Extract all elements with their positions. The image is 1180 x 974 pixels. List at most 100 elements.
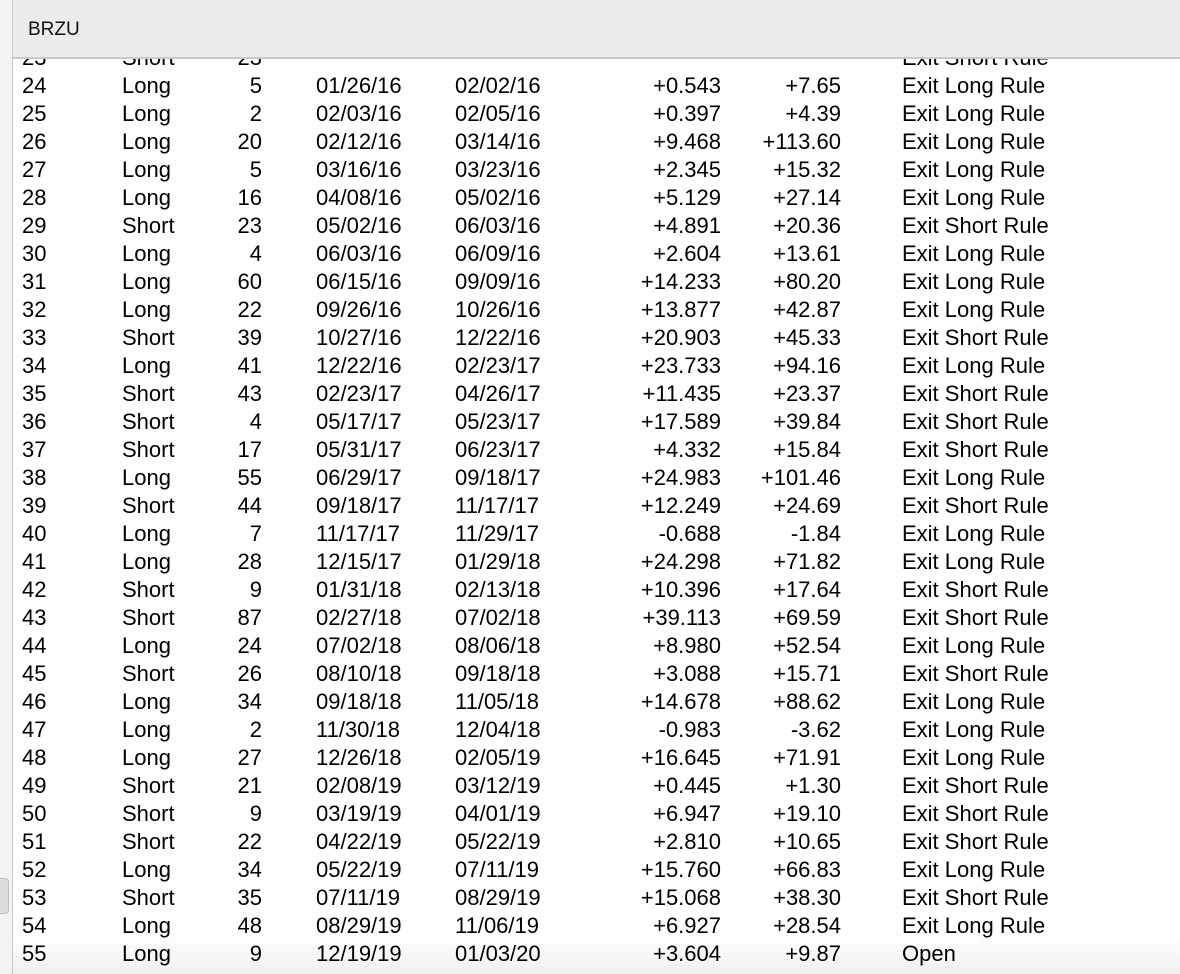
position-type-cell: Long <box>122 717 171 742</box>
entry-date-cell: 05/31/17 <box>316 437 402 462</box>
exit-reason-cell: Exit Short Rule <box>902 381 1049 406</box>
bars-held-cell: 55 <box>237 465 262 490</box>
profit-percent-cell: +24.69 <box>773 493 841 518</box>
table-row[interactable]: 49 Short 21 02/08/19 03/12/19 +0.445 +1.30 Exit… <box>13 772 1180 800</box>
entry-date-cell: 09/18/18 <box>316 689 402 714</box>
exit-date-cell: 05/22/19 <box>455 829 541 854</box>
trade-number-cell: 25 <box>22 101 47 126</box>
bars-held-cell: 4 <box>249 409 262 434</box>
panel-resize-handle[interactable] <box>0 878 9 914</box>
table-row[interactable]: 43 Short 87 02/27/18 07/02/18 +39.113 +69.59 Ex… <box>13 604 1180 632</box>
trade-number-cell: 27 <box>22 157 47 182</box>
trade-number-cell: 49 <box>22 773 47 798</box>
profit-percent-cell: +27.14 <box>773 185 841 210</box>
position-type-cell: Long <box>122 73 171 98</box>
entry-date-cell: 03/16/16 <box>316 157 402 182</box>
profit-cell: +16.645 <box>640 745 721 770</box>
entry-date-cell: 01/26/16 <box>316 73 402 98</box>
entry-date-cell: 07/02/18 <box>316 633 402 658</box>
table-row[interactable]: 51 Short 22 04/22/19 05/22/19 +2.810 +10.65 Exi… <box>13 828 1180 856</box>
trade-number-cell: 44 <box>22 633 47 658</box>
table-row[interactable]: 34 Long 41 12/22/16 02/23/17 +23.733 +94.16 Exi… <box>13 352 1180 380</box>
table-row[interactable]: 32 Long 22 09/26/16 10/26/16 +13.877 +42.87 Exi… <box>13 296 1180 324</box>
profit-cell: +14.678 <box>640 689 721 714</box>
profit-cell: +3.604 <box>653 941 721 966</box>
profit-cell: +6.947 <box>653 801 721 826</box>
position-type-cell: Long <box>122 129 171 154</box>
bars-held-cell: 43 <box>237 381 262 406</box>
table-row[interactable]: 47 Long 2 11/30/18 12/04/18 -0.983 -3.62 Exit L… <box>13 716 1180 744</box>
table-row[interactable]: 33 Short 39 10/27/16 12/22/16 +20.903 +45.33 Ex… <box>13 324 1180 352</box>
exit-date-cell: 11/06/19 <box>455 913 540 938</box>
exit-date-cell: 07/11/19 <box>455 857 540 882</box>
profit-percent-cell: +101.46 <box>760 465 841 490</box>
table-row[interactable]: 41 Long 28 12/15/17 01/29/18 +24.298 +71.82 Exi… <box>13 548 1180 576</box>
trade-number-cell: 46 <box>22 689 47 714</box>
table-row[interactable]: 25 Long 2 02/03/16 02/05/16 +0.397 +4.39 Exit L… <box>13 100 1180 128</box>
exit-reason-cell: Exit Long Rule <box>902 745 1046 770</box>
profit-percent-cell: +71.82 <box>773 549 841 574</box>
table-row[interactable]: 55 Long 9 12/19/19 01/03/20 +3.604 +9.87 Open <box>13 940 1180 968</box>
table-row[interactable]: 42 Short 9 01/31/18 02/13/18 +10.396 +17.64 Exi… <box>13 576 1180 604</box>
table-row[interactable]: 40 Long 7 11/17/17 11/29/17 -0.688 -1.84 Exit L… <box>13 520 1180 548</box>
table-row[interactable]: 37 Short 17 05/31/17 06/23/17 +4.332 +15.84 Exi… <box>13 436 1180 464</box>
table-row[interactable]: 35 Short 43 02/23/17 04/26/17 +11.435 +23.37 Ex… <box>13 380 1180 408</box>
exit-reason-cell: Exit Long Rule <box>902 521 1046 546</box>
profit-cell: +14.233 <box>640 269 721 294</box>
position-type-cell: Short <box>122 381 175 406</box>
exit-date-cell: 08/06/18 <box>455 633 541 658</box>
table-row[interactable]: 29 Short 23 05/02/16 06/03/16 +4.891 +20.36 Exi… <box>13 212 1180 240</box>
table-row[interactable]: 28 Long 16 04/08/16 05/02/16 +5.129 +27.14 Exit… <box>13 184 1180 212</box>
table-row[interactable]: 46 Long 34 09/18/18 11/05/18 +14.678 +88.62 Exi… <box>13 688 1180 716</box>
table-row[interactable]: 48 Long 27 12/26/18 02/05/19 +16.645 +71.91 Exi… <box>13 744 1180 772</box>
trade-number-cell: 41 <box>22 549 47 574</box>
exit-reason-cell: Exit Long Rule <box>902 185 1046 210</box>
table-row[interactable]: 38 Long 55 06/29/17 09/18/17 +24.983 +101.46 Ex… <box>13 464 1180 492</box>
table-row[interactable]: 27 Long 5 03/16/16 03/23/16 +2.345 +15.32 Exit … <box>13 156 1180 184</box>
bars-held-cell: 39 <box>237 325 262 350</box>
profit-percent-cell: +66.83 <box>773 857 841 882</box>
trade-number-cell: 51 <box>22 829 47 854</box>
profit-cell: +0.445 <box>653 773 721 798</box>
table-row[interactable]: 36 Short 4 05/17/17 05/23/17 +17.589 +39.84 Exi… <box>13 408 1180 436</box>
profit-percent-cell: +88.62 <box>773 689 841 714</box>
table-row[interactable]: 50 Short 9 03/19/19 04/01/19 +6.947 +19.10 Exit… <box>13 800 1180 828</box>
profit-cell: +17.589 <box>640 409 721 434</box>
bars-held-cell: 34 <box>237 857 262 882</box>
profit-cell: -0.983 <box>658 717 721 742</box>
profit-cell: +4.332 <box>653 437 721 462</box>
exit-reason-cell: Exit Short Rule <box>902 773 1049 798</box>
table-row[interactable]: 54 Long 48 08/29/19 11/06/19 +6.927 +28.54 Exit… <box>13 912 1180 940</box>
table-row[interactable]: 39 Short 44 09/18/17 11/17/17 +12.249 +24.69 Ex… <box>13 492 1180 520</box>
exit-date-cell: 11/29/17 <box>455 521 540 546</box>
exit-reason-cell: Exit Short Rule <box>902 885 1049 910</box>
table-row[interactable]: 53 Short 35 07/11/19 08/29/19 +15.068 +38.30 Ex… <box>13 884 1180 912</box>
entry-date-cell: 01/31/18 <box>316 577 402 602</box>
bars-held-cell: 28 <box>237 549 262 574</box>
entry-date-cell: 12/15/17 <box>316 549 402 574</box>
entry-date-cell: 06/29/17 <box>316 465 402 490</box>
exit-reason-cell: Exit Short Rule <box>902 437 1049 462</box>
entry-date-cell: 10/27/16 <box>316 325 402 350</box>
profit-percent-cell: +13.61 <box>773 241 841 266</box>
trade-number-cell: 32 <box>22 297 47 322</box>
bars-held-cell: 21 <box>237 773 262 798</box>
table-row[interactable]: 31 Long 60 06/15/16 09/09/16 +14.233 +80.20 Exi… <box>13 268 1180 296</box>
entry-date-cell: 02/08/19 <box>316 773 402 798</box>
exit-reason-cell: Exit Long Rule <box>902 241 1046 266</box>
table-row[interactable]: 44 Long 24 07/02/18 08/06/18 +8.980 +52.54 Exit… <box>13 632 1180 660</box>
bars-held-cell: 17 <box>237 437 262 462</box>
table-row[interactable]: 52 Long 34 05/22/19 07/11/19 +15.760 +66.83 Exi… <box>13 856 1180 884</box>
exit-date-cell: 04/26/17 <box>455 381 541 406</box>
bars-held-cell: 22 <box>237 829 262 854</box>
profit-cell: +39.113 <box>642 605 721 630</box>
exit-reason-cell: Exit Long Rule <box>902 913 1046 938</box>
exit-date-cell: 02/13/18 <box>455 577 541 602</box>
table-row[interactable]: 26 Long 20 02/12/16 03/14/16 +9.468 +113.60 Exi… <box>13 128 1180 156</box>
table-row[interactable]: 45 Short 26 08/10/18 09/18/18 +3.088 +15.71 Exi… <box>13 660 1180 688</box>
table-row[interactable]: 24 Long 5 01/26/16 02/02/16 +0.543 +7.65 Exit L… <box>13 72 1180 100</box>
profit-percent-cell: +52.54 <box>773 633 841 658</box>
profit-percent-cell: +80.20 <box>773 269 841 294</box>
profit-percent-cell: +15.71 <box>773 661 841 686</box>
table-row[interactable]: 30 Long 4 06/03/16 06/09/16 +2.604 +13.61 Exit … <box>13 240 1180 268</box>
